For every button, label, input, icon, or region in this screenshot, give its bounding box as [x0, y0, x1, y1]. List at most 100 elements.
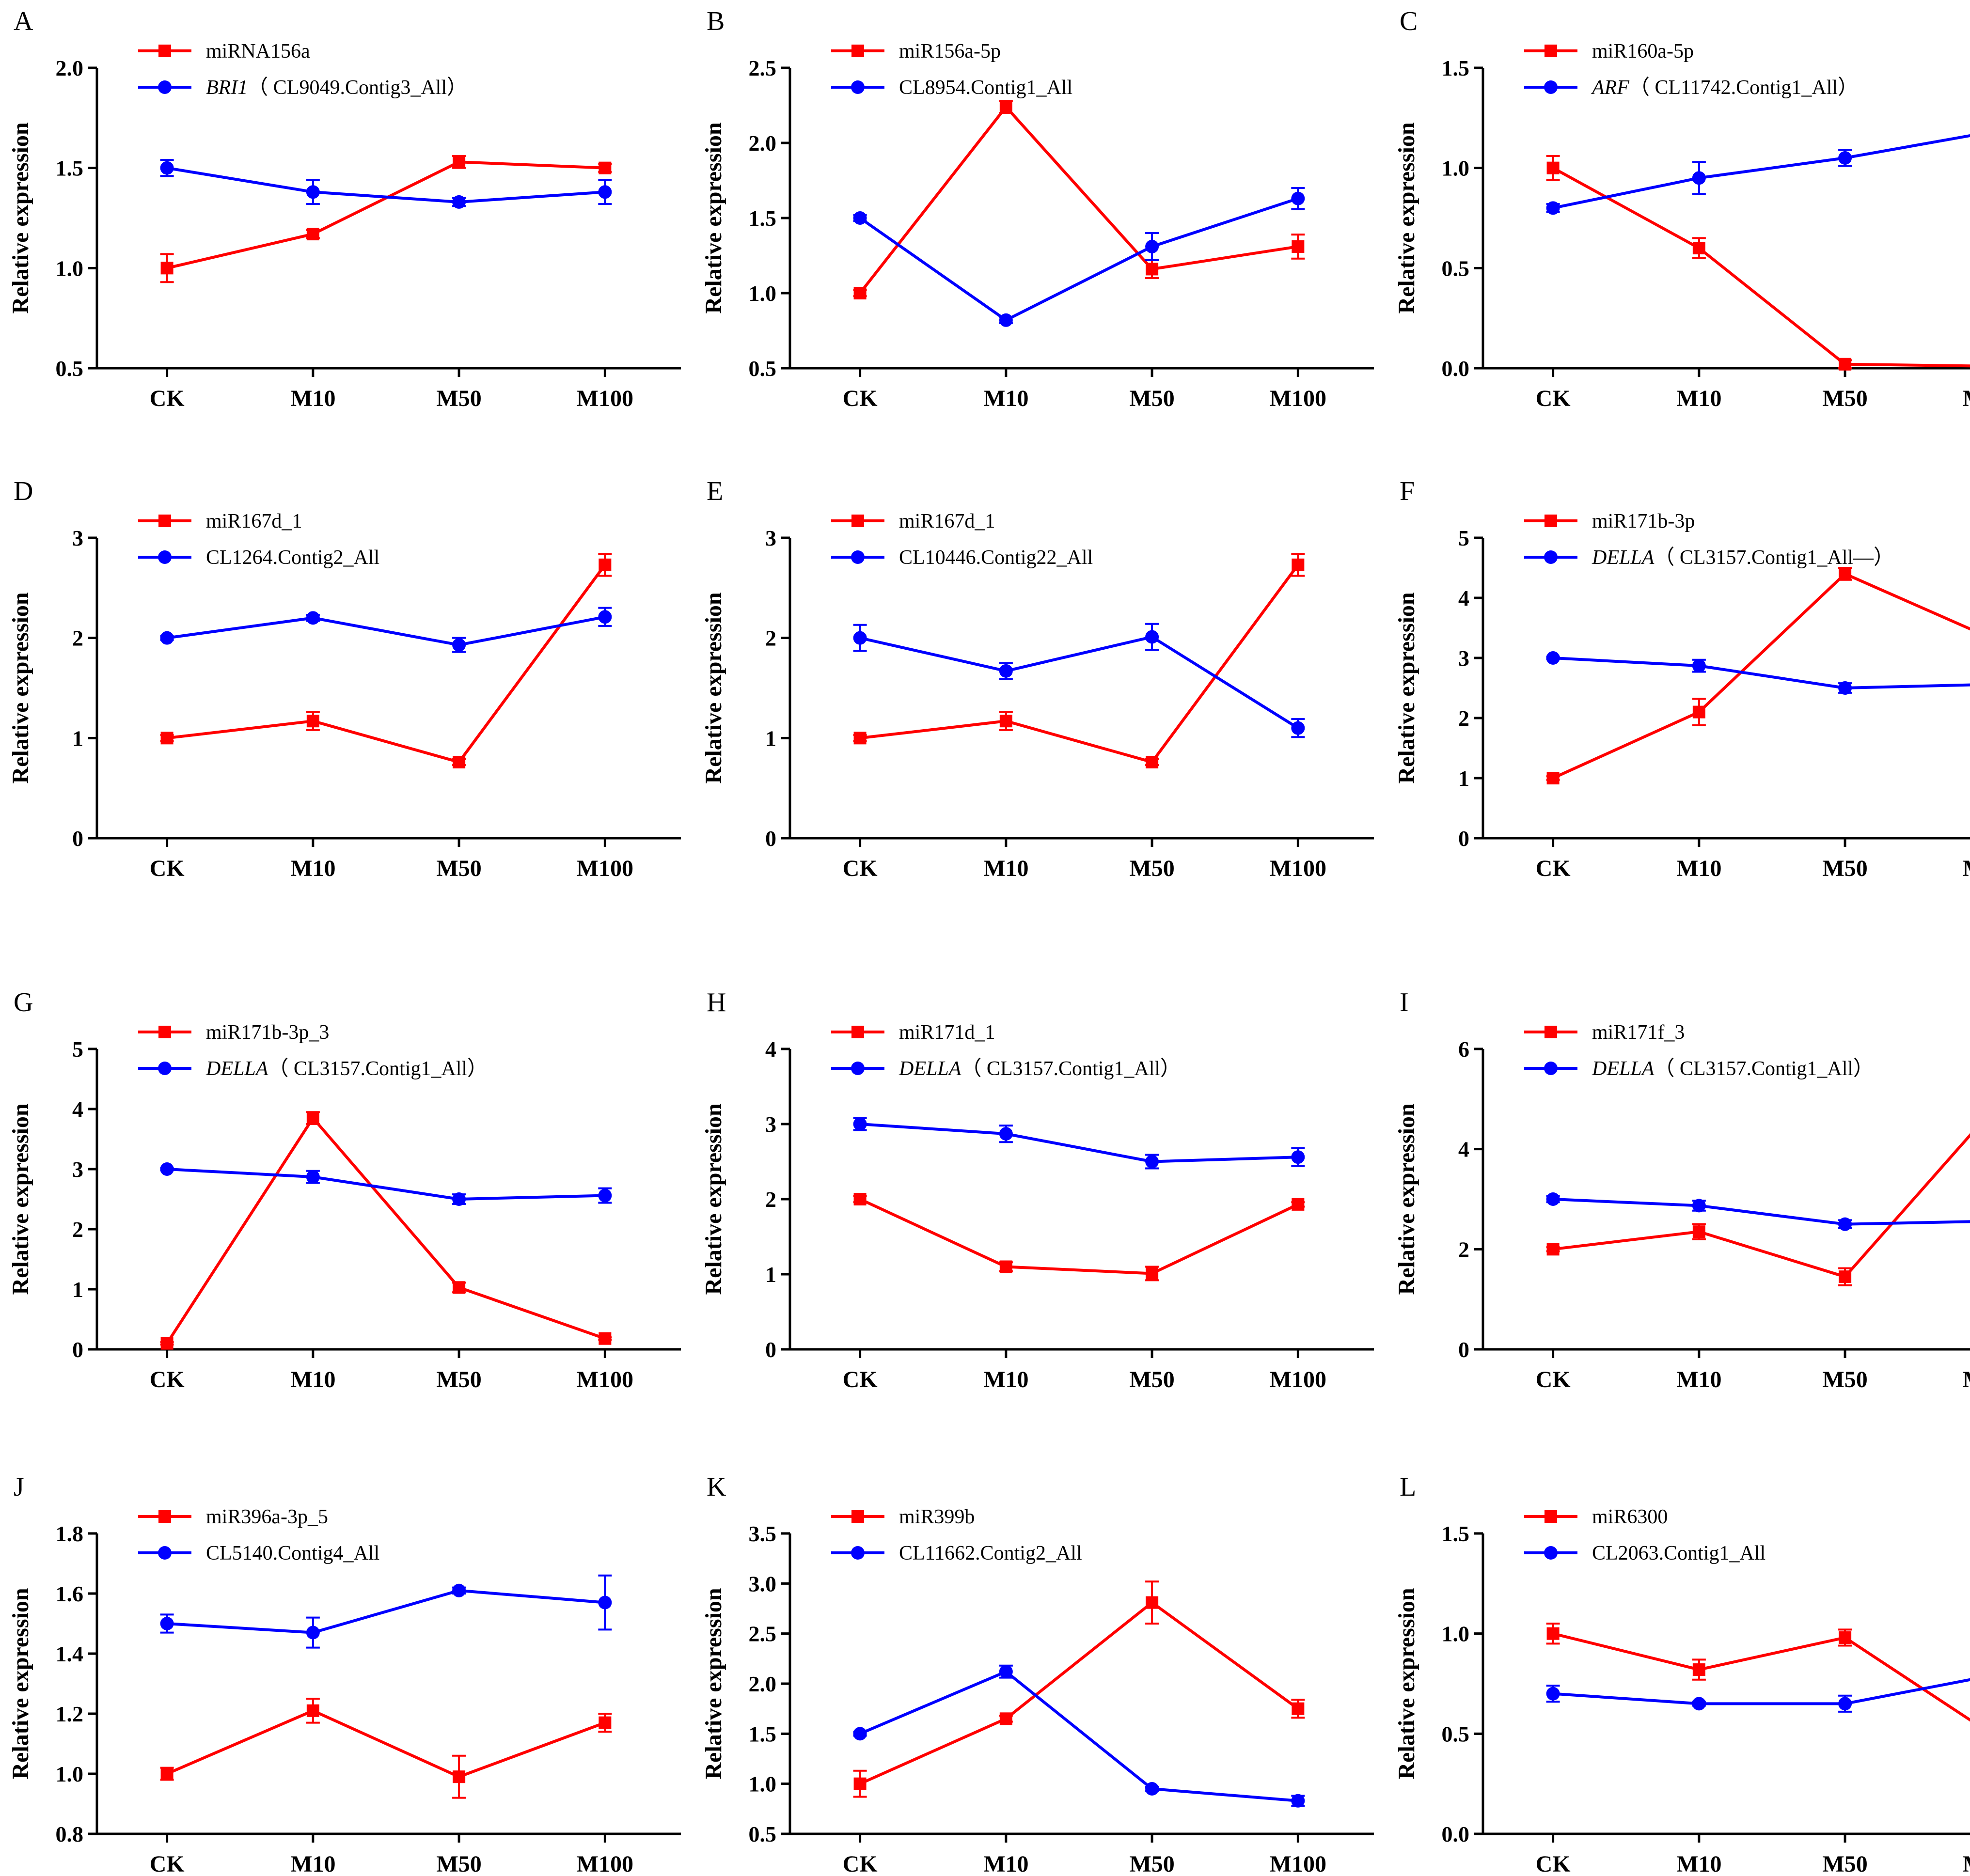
- panel-i-series-mirna-point: [1839, 1270, 1852, 1283]
- panel-i-y-tick-label: 6: [1458, 1037, 1469, 1062]
- panel-g-y-tick-label: 4: [72, 1097, 83, 1122]
- panel-d-series-target-legend-marker: [158, 550, 172, 564]
- panel-i-series-target-point: [1546, 1192, 1560, 1206]
- panel-i-series-mirna-point: [1692, 1225, 1705, 1238]
- panel-j-y-tick-label: 1.6: [56, 1581, 84, 1606]
- panel-j-y-tick-label: 1.0: [56, 1762, 84, 1786]
- panel-f-x-tick-label: M100: [1963, 856, 1970, 881]
- panel-d-series-target-legend-label: CL1264.Contig2_All: [206, 547, 379, 569]
- panel-g-x-tick-label: M50: [436, 1367, 481, 1392]
- panel-k-y-tick-label: 0.5: [749, 1822, 777, 1846]
- panel-a-y-axis-title: Relative expression: [8, 122, 33, 313]
- panel-e-y-tick-label: 1: [765, 726, 776, 750]
- panel-g-series-target: [160, 1162, 612, 1206]
- panel-j-series-target-line: [167, 1589, 605, 1634]
- panel-b-series-mirna-point: [853, 287, 867, 299]
- panel-b-series-target-point: [1145, 239, 1159, 253]
- panel-e-series-target-point: [1291, 721, 1305, 735]
- panel-f-series-target-point: [1546, 651, 1560, 665]
- panel-l: L 0.0 0.5 1.0 1.5 CK M10 M50 M100 Relative expres…: [1394, 1472, 1970, 1876]
- panel-d-x-tick-label: M50: [436, 856, 481, 881]
- panel-l-x-tick-label: CK: [1536, 1851, 1571, 1876]
- panel-c-letter: C: [1400, 6, 1418, 36]
- panel-a-series-mirna-legend-label: miRNA156a: [206, 40, 310, 63]
- panel-j-series-mirna-point: [453, 1770, 466, 1783]
- panel-c-series-mirna-point: [1546, 161, 1560, 174]
- panel-g-x-tick-label: M10: [290, 1367, 335, 1392]
- panel-j-x-tick-label: M100: [577, 1851, 633, 1876]
- panel-e-x-tick-label: M100: [1270, 856, 1326, 881]
- panel-h-series-mirna-legend: miR171d_1: [831, 1021, 995, 1044]
- panel-g-series-mirna-line: [166, 1115, 606, 1344]
- panel-a-x-tick-label: M10: [290, 386, 335, 411]
- panel-k-letter: K: [707, 1472, 726, 1502]
- panel-f-series-mirna-point: [1692, 705, 1705, 719]
- panel-g-series-mirna-point: [599, 1332, 612, 1345]
- panel-h-series-target-legend-contig: （ CL3157.Contig1_All）: [961, 1058, 1181, 1080]
- panel-c-series-target-legend-gene: ARF: [1591, 77, 1629, 99]
- panel-b-letter: B: [707, 6, 725, 36]
- panel-j-y-axis-title: Relative expression: [8, 1588, 33, 1779]
- panel-j-y-tick-label: 0.8: [56, 1822, 84, 1846]
- panel-g-series-target-line: [167, 1168, 605, 1201]
- panel-l-series-target-legend-marker: [1544, 1546, 1558, 1560]
- panel-d-y-tick-label: 3: [72, 526, 83, 550]
- panel-d-series-target-line: [167, 615, 605, 647]
- panel-a-y-tick-label: 1.0: [56, 256, 84, 281]
- panel-k-series-mirna-legend-marker: [851, 1510, 864, 1523]
- panel-i-series-target-point: [1838, 1217, 1852, 1231]
- panel-l-series-target-legend-label: CL2063.Contig1_All: [1592, 1542, 1765, 1564]
- panel-c-series-target-point: [1692, 171, 1706, 185]
- panel-j-series-mirna: [160, 1698, 612, 1799]
- panel-f-series-target-line: [1553, 657, 1970, 690]
- panel-a-series-mirna-legend-marker: [158, 45, 171, 57]
- panel-l-series-target-line: [1553, 1678, 1970, 1705]
- panel-e-x-tick-label: M10: [983, 856, 1028, 881]
- panel-a-letter: A: [14, 6, 33, 36]
- panel-j-series-mirna-point: [599, 1716, 612, 1729]
- panel-l-series-mirna-legend-label: miR6300: [1592, 1506, 1668, 1528]
- panel-f-series-mirna: [1546, 567, 1970, 784]
- panel-c-series-target-legend-contig: （ CL11742.Contig1_All）: [1629, 77, 1858, 99]
- panel-h-x-tick-label: M100: [1270, 1367, 1326, 1392]
- panel-i-x-tick-label: M50: [1822, 1367, 1867, 1392]
- panel-g-x-tick-label: M100: [577, 1367, 633, 1392]
- panel-e-y-axis-title: Relative expression: [701, 592, 726, 783]
- panel-j-x-tick-label: CK: [150, 1851, 185, 1876]
- panel-c-series-mirna-point: [1839, 358, 1852, 371]
- panel-d-x-tick-label: CK: [150, 856, 185, 881]
- panel-e-series-mirna-point: [853, 732, 867, 745]
- panel-e-series-target-point: [853, 631, 867, 645]
- panel-f-y-tick-label: 2: [1458, 706, 1469, 731]
- panel-j-series-target-point: [452, 1583, 466, 1597]
- panel-f-y-tick-label: 3: [1458, 646, 1469, 671]
- panel-f-series-mirna-legend: miR171b-3p: [1524, 510, 1695, 532]
- panel-i-series-target-legend-gene: DELLA: [1592, 1058, 1655, 1080]
- panel-f-y-tick-label: 0: [1458, 826, 1469, 851]
- panel-e-series-mirna-point: [1146, 755, 1159, 768]
- panel-a-series-target-line: [167, 166, 605, 203]
- panel-b-y-tick-label: 0.5: [749, 356, 777, 381]
- panel-i-series-mirna-legend-label: miR171f_3: [1592, 1021, 1685, 1044]
- panel-l-series-target-point: [1546, 1687, 1560, 1701]
- panel-a-series-target-point: [452, 195, 466, 209]
- panel-h-series-target-point: [999, 1127, 1013, 1141]
- panel-i-series-target-legend: DELLA（ CL3157.Contig1_All）: [1524, 1058, 1874, 1080]
- panel-i-x-tick-label: M100: [1963, 1367, 1970, 1392]
- panel-d-series-target-point: [598, 610, 612, 624]
- panel-h: H 0 1 2 3 4 CK M10 M50 M100 Relative expression miR…: [701, 987, 1374, 1392]
- panel-e-series-mirna-point: [999, 715, 1012, 728]
- panel-f-series-target: [1546, 651, 1970, 695]
- panel-j-series-target-legend: CL5140.Contig4_All: [138, 1542, 379, 1564]
- panel-f-letter: F: [1400, 476, 1415, 506]
- panel-d-series-target-point: [306, 611, 320, 625]
- panel-l-x-tick-label: M10: [1676, 1851, 1721, 1876]
- panel-e-series-target-point: [1145, 630, 1159, 644]
- panel-h-series-mirna: [853, 1193, 1305, 1282]
- panel-c-series-mirna-point: [1692, 242, 1705, 254]
- panel-f-series-target-point: [1692, 659, 1706, 673]
- panel-j-series-target-legend-marker: [158, 1546, 172, 1560]
- panel-k-series-target-point: [1291, 1794, 1305, 1808]
- panel-b-x-tick-label: M100: [1270, 386, 1326, 411]
